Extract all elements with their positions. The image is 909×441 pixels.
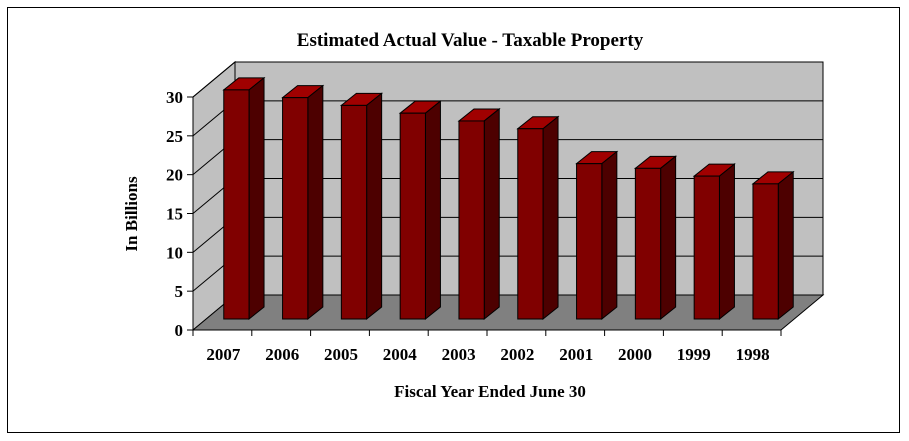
bar bbox=[222, 76, 266, 321]
y-tick-label: 0 bbox=[175, 321, 184, 340]
bar-side bbox=[483, 107, 500, 321]
bar-front bbox=[399, 112, 426, 320]
bar-front bbox=[693, 175, 720, 320]
y-tick-label: 20 bbox=[166, 166, 183, 185]
bar-front bbox=[282, 97, 309, 320]
bar bbox=[281, 84, 325, 321]
x-tick-label: 2003 bbox=[442, 345, 476, 364]
x-axis-ticks: 2007 2006 2005 2004 2003 2002 2001 2000 1999 1998 bbox=[192, 330, 782, 364]
bar bbox=[751, 170, 795, 321]
bar-front bbox=[752, 183, 779, 320]
chart-title: Estimated Actual Value - Taxable Propert… bbox=[297, 30, 644, 51]
bar-side bbox=[424, 100, 441, 321]
y-tick-label: 30 bbox=[166, 88, 183, 107]
x-tick-label: 2002 bbox=[500, 345, 534, 364]
x-tick-label: 2007 bbox=[206, 345, 241, 364]
bar-front bbox=[576, 163, 603, 320]
bar-side bbox=[777, 170, 794, 321]
bar-side bbox=[542, 115, 559, 321]
bar-side bbox=[248, 76, 265, 321]
bar-front bbox=[223, 89, 250, 320]
x-tick-label: 1998 bbox=[736, 345, 770, 364]
y-axis-title: In Billions bbox=[122, 176, 141, 252]
y-tick-label: 25 bbox=[166, 127, 183, 146]
x-tick-label: 1999 bbox=[677, 345, 711, 364]
bar-side bbox=[366, 92, 383, 321]
y-axis-ticks: 0 5 10 15 20 25 30 bbox=[166, 88, 194, 340]
y-tick-label: 10 bbox=[166, 243, 183, 262]
bar bbox=[457, 107, 501, 321]
bar bbox=[575, 150, 619, 321]
bar-front bbox=[634, 167, 662, 320]
bar bbox=[633, 155, 678, 321]
x-axis-title: Fiscal Year Ended June 30 bbox=[394, 382, 586, 401]
bar bbox=[339, 92, 384, 321]
x-tick-label: 2004 bbox=[383, 345, 418, 364]
bar-side bbox=[307, 84, 324, 321]
bar-side bbox=[718, 163, 735, 321]
bar-side bbox=[660, 155, 677, 321]
x-tick-label: 2006 bbox=[265, 345, 299, 364]
y-tick-label: 15 bbox=[166, 205, 183, 224]
bar bbox=[516, 115, 560, 321]
y-tick-label: 5 bbox=[175, 282, 184, 301]
bar-front bbox=[458, 120, 485, 320]
bar-front bbox=[517, 128, 544, 320]
x-tick-label: 2001 bbox=[559, 345, 593, 364]
bars bbox=[222, 76, 795, 321]
bar-side bbox=[601, 150, 618, 321]
x-tick-label: 2005 bbox=[324, 345, 358, 364]
x-tick-label: 2000 bbox=[618, 345, 652, 364]
bar bbox=[692, 163, 736, 321]
gridline bbox=[192, 61, 823, 98]
bar bbox=[398, 100, 442, 321]
bar-front bbox=[340, 104, 368, 320]
